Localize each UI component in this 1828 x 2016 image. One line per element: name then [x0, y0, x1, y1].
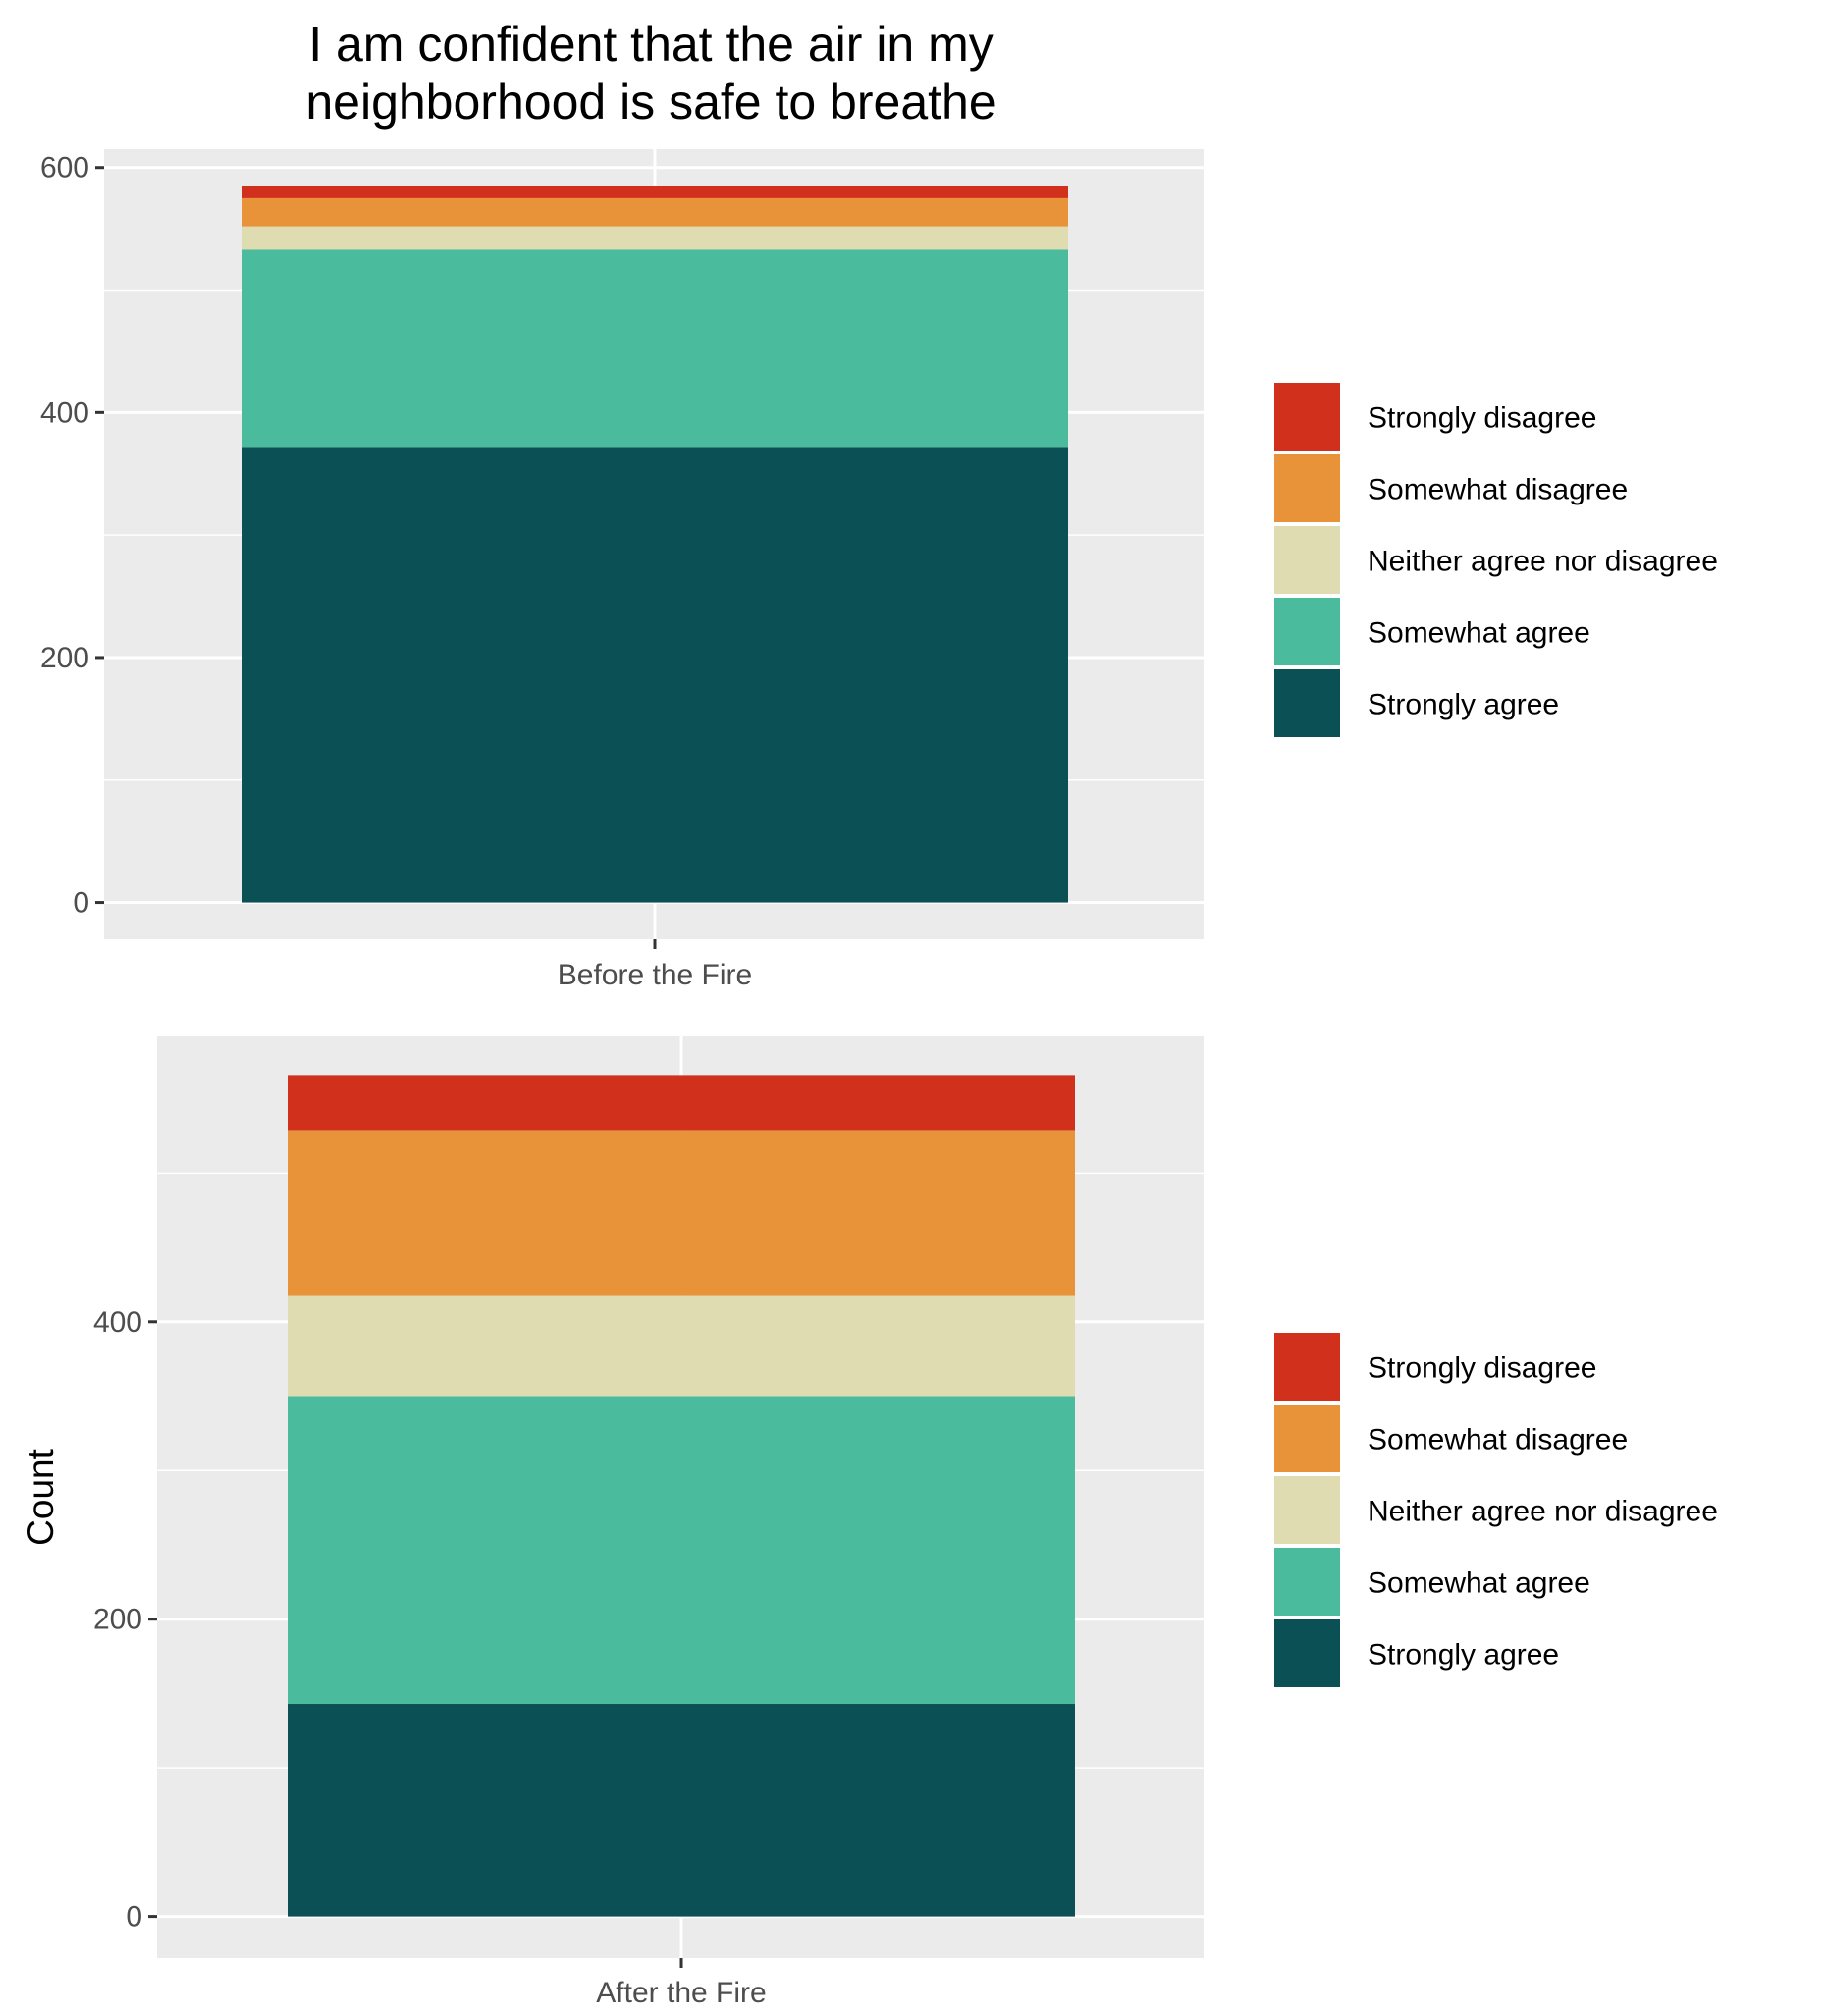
y-tick-label: 400: [40, 397, 89, 429]
legend-key-strongly-agree: [1274, 669, 1340, 737]
legend-key-somewhat-disagree: [1274, 1405, 1340, 1472]
bar-segment-neither-agree-nor-disagree: [288, 1295, 1075, 1397]
legend-key-strongly-agree: [1274, 1619, 1340, 1687]
y-tick-label: 400: [93, 1306, 142, 1339]
bar-segment-strongly-agree: [288, 1704, 1075, 1917]
legend-key-strongly-disagree: [1274, 1333, 1340, 1401]
y-tick-label: 200: [93, 1604, 142, 1636]
bar-segment-strongly-disagree: [242, 186, 1068, 198]
legend-label-strongly-agree: Strongly agree: [1368, 689, 1559, 721]
x-tick-label: Before the Fire: [558, 959, 752, 991]
y-tick-label: 0: [126, 1901, 142, 1934]
legend-bottom: Strongly disagree Somewhat disagree Neithe…: [1274, 1333, 1718, 1687]
legend-label-strongly-agree: Strongly agree: [1368, 1639, 1559, 1671]
legend-label-strongly-disagree: Strongly disagree: [1368, 1353, 1596, 1385]
y-tick-label: 600: [40, 152, 89, 185]
panel-after-the-fire: 0 200 400 After the Fire Count: [21, 1036, 1204, 2009]
legend-label-neither-agree-nor-disagree: Neither agree nor disagree: [1368, 1496, 1718, 1528]
bar-segment-somewhat-agree: [288, 1396, 1075, 1705]
chart-title-line-2: neighborhood is safe to breathe: [305, 75, 995, 130]
bar-segment-strongly-agree: [242, 447, 1068, 903]
legend-label-somewhat-disagree: Somewhat disagree: [1368, 474, 1628, 506]
legend-key-somewhat-agree: [1274, 1548, 1340, 1616]
legend-label-somewhat-agree: Somewhat agree: [1368, 617, 1590, 650]
legend-label-strongly-disagree: Strongly disagree: [1368, 402, 1596, 435]
x-tick-label: After the Fire: [596, 1977, 766, 2009]
legend-label-somewhat-agree: Somewhat agree: [1368, 1567, 1590, 1600]
y-tick-label: 0: [73, 887, 89, 920]
bar-segment-somewhat-agree: [242, 249, 1068, 448]
chart-title-line-1: I am confident that the air in my: [308, 17, 994, 72]
legend-key-somewhat-disagree: [1274, 454, 1340, 522]
legend-label-somewhat-disagree: Somewhat disagree: [1368, 1424, 1628, 1457]
y-axis-title: Count: [21, 1448, 61, 1545]
bar-segment-somewhat-disagree: [242, 197, 1068, 227]
y-tick-label: 200: [40, 642, 89, 674]
legend-label-neither-agree-nor-disagree: Neither agree nor disagree: [1368, 546, 1718, 578]
bar-segment-neither-agree-nor-disagree: [242, 226, 1068, 250]
legend-top: Strongly disagree Somewhat disagree Neithe…: [1274, 383, 1718, 737]
panel-before-the-fire: 0 200 400 600 Before the Fire: [40, 149, 1204, 991]
legend-key-neither-agree-nor-disagree: [1274, 526, 1340, 594]
bar-segment-strongly-disagree: [288, 1075, 1075, 1131]
legend-key-somewhat-agree: [1274, 598, 1340, 665]
legend-key-strongly-disagree: [1274, 383, 1340, 451]
bar-segment-somewhat-disagree: [288, 1130, 1075, 1296]
legend-key-neither-agree-nor-disagree: [1274, 1476, 1340, 1544]
